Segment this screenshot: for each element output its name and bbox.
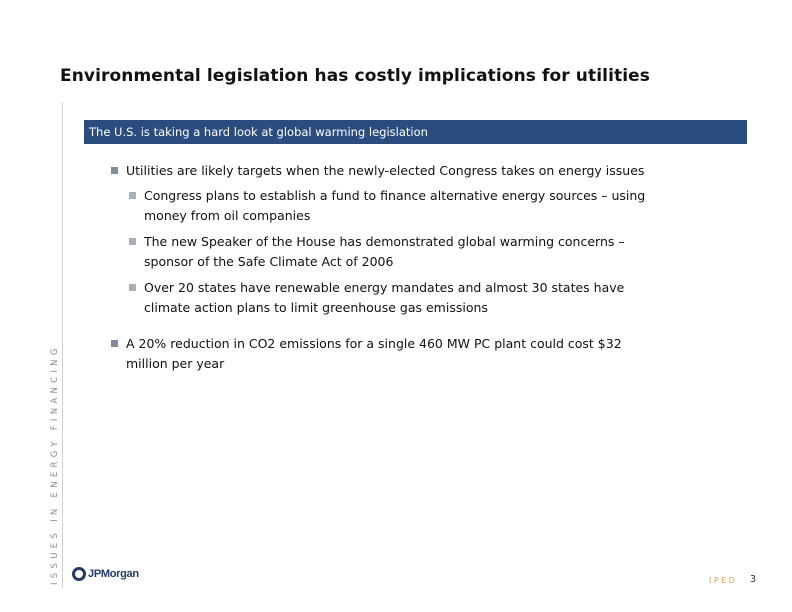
bullet-square-icon	[111, 340, 118, 347]
sub-bullet-2-line2: sponsor of the Safe Climate Act of 2006	[144, 254, 394, 269]
vertical-divider	[62, 102, 63, 588]
slide-title: Environmental legislation has costly imp…	[60, 66, 651, 86]
sub-bullet-1-line2: money from oil companies	[144, 208, 311, 223]
bullet-2-line1: A 20% reduction in CO2 emissions for a s…	[126, 336, 622, 351]
footer-label: IPED	[709, 576, 738, 585]
bullet-square-icon	[111, 167, 118, 174]
jpmorgan-logo: JPMorgan	[72, 566, 139, 582]
bullet-1-text: Utilities are likely targets when the ne…	[126, 163, 645, 178]
sub-bullet-3-line1: Over 20 states have renewable energy man…	[144, 280, 625, 295]
sub-bullet-square-icon	[129, 284, 136, 291]
sub-bullet-3-line2: climate action plans to limit greenhouse…	[144, 300, 488, 315]
bullet-2-line2: million per year	[126, 356, 225, 371]
jpmorgan-logo-icon	[72, 567, 86, 581]
page-number: 3	[750, 574, 757, 585]
sub-bullet-2-line1: The new Speaker of the House has demonst…	[144, 234, 625, 249]
sub-bullet-1-line1: Congress plans to establish a fund to fi…	[144, 188, 646, 203]
logo-text: JPMorgan	[88, 568, 139, 580]
sub-bullet-square-icon	[129, 238, 136, 245]
sub-bullet-square-icon	[129, 192, 136, 199]
section-banner: The U.S. is taking a hard look at global…	[84, 120, 747, 144]
